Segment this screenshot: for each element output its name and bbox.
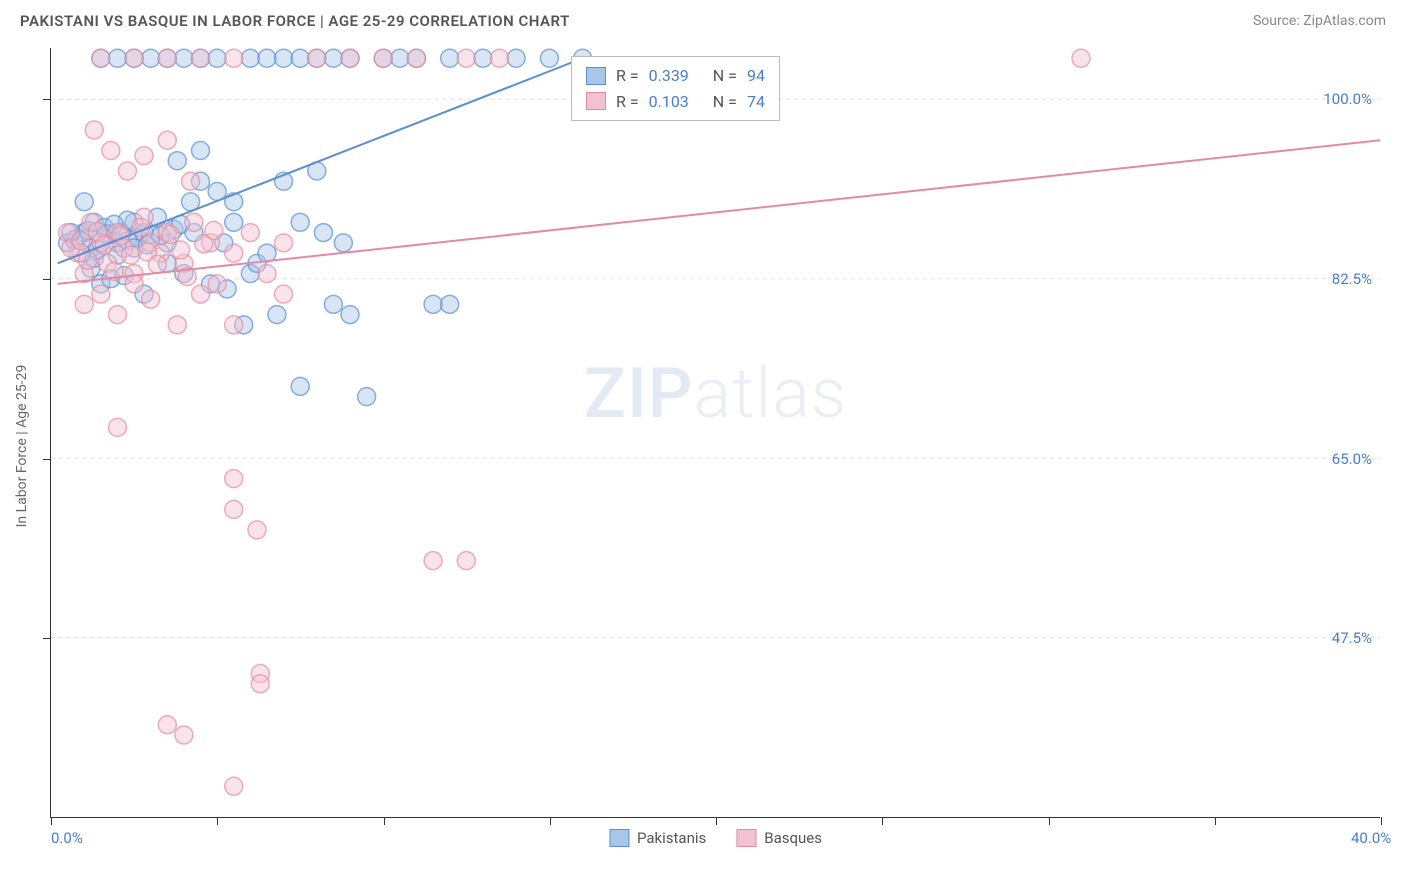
y-axis-label: In Labor Force | Age 25-29 (14, 365, 30, 528)
swatch-basques (586, 92, 606, 110)
y-tick-label: 82.5% (1332, 270, 1372, 288)
chart-plot-area: 47.5%65.0%82.5%100.0% 0.0%40.0% R = 0.33… (50, 48, 1380, 818)
r-label: R = (616, 89, 639, 115)
r-value-basques: 0.103 (649, 89, 689, 115)
x-tick-label: 40.0% (1351, 829, 1391, 847)
x-tick-label: 0.0% (51, 829, 83, 847)
n-label: N = (713, 89, 737, 115)
legend-row-basques: R = 0.103 N = 74 (586, 89, 765, 115)
r-value-pakistanis: 0.339 (649, 63, 689, 89)
y-tick-label: 100.0% (1323, 90, 1372, 108)
swatch-pakistanis-icon (609, 829, 629, 847)
chart-header: PAKISTANI VS BASQUE IN LABOR FORCE | AGE… (0, 0, 1406, 40)
y-tick-label: 65.0% (1332, 450, 1372, 468)
legend-label-pakistanis: Pakistanis (637, 829, 706, 847)
chart-title: PAKISTANI VS BASQUE IN LABOR FORCE | AGE… (20, 12, 570, 30)
swatch-basques-icon (736, 829, 756, 847)
legend-item-pakistanis: Pakistanis (609, 829, 706, 847)
y-tick-label: 47.5% (1332, 629, 1372, 647)
scatter-svg (51, 48, 1380, 817)
r-label: R = (616, 63, 639, 89)
legend-row-pakistanis: R = 0.339 N = 94 (586, 63, 765, 89)
source-attribution: Source: ZipAtlas.com (1253, 13, 1386, 29)
n-value-basques: 74 (747, 89, 765, 115)
n-label: N = (713, 63, 737, 89)
correlation-legend: R = 0.339 N = 94 R = 0.103 N = 74 (571, 56, 780, 121)
swatch-pakistanis (586, 67, 606, 85)
legend-item-basques: Basques (736, 829, 822, 847)
series-legend: Pakistanis Basques (609, 829, 822, 847)
legend-label-basques: Basques (764, 829, 822, 847)
n-value-pakistanis: 94 (747, 63, 765, 89)
